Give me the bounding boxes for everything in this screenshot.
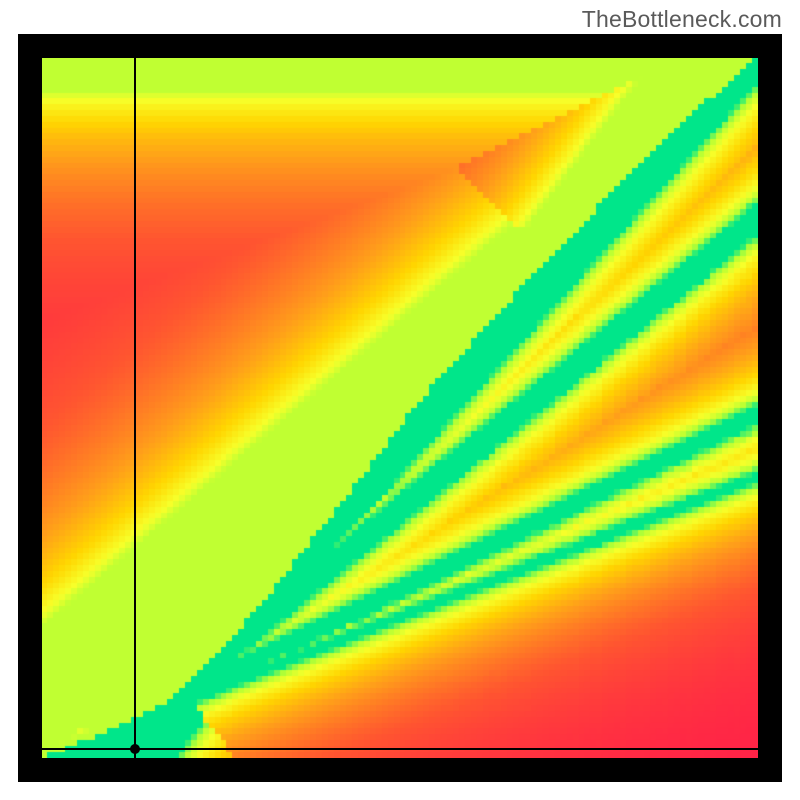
plot-frame [18,34,782,782]
watermark-text: TheBottleneck.com [582,6,782,33]
crosshair-marker [130,744,140,754]
crosshair-vertical [134,58,135,758]
crosshair-horizontal [42,748,758,749]
chart-container: TheBottleneck.com [0,0,800,800]
heatmap-plot [42,58,758,758]
